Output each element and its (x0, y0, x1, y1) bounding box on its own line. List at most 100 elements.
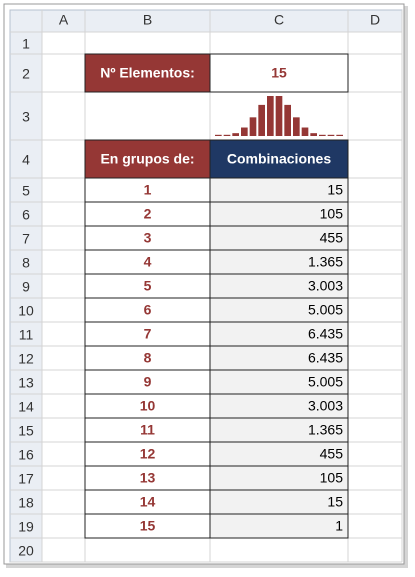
value-cell (209, 225, 349, 251)
header-text: Combinaciones (227, 151, 331, 167)
sparkline-bar (327, 134, 335, 136)
elements-label-cell (84, 53, 211, 93)
group-cell (84, 225, 211, 251)
group-cell (84, 201, 211, 227)
sparkline-bar (310, 133, 317, 136)
value-cell (209, 513, 349, 539)
group-cell (84, 249, 211, 275)
row-header: 20 (18, 543, 34, 559)
row-header: 12 (18, 351, 34, 367)
value-text: 105 (320, 470, 344, 486)
value-text: 5.005 (308, 302, 343, 318)
value-text: 15 (327, 494, 343, 510)
value-text: 105 (320, 206, 344, 222)
group-text: 9 (144, 374, 152, 390)
value-text: 15 (327, 182, 343, 198)
value-cell (209, 465, 349, 491)
group-cell (84, 393, 211, 419)
group-text: 14 (140, 494, 156, 510)
value-cell (209, 417, 349, 443)
group-cell (84, 321, 211, 347)
sparkline-bar (284, 104, 291, 136)
group-text: 11 (140, 422, 155, 438)
elements-value-cell (209, 53, 349, 93)
sparkline-bar (258, 104, 265, 136)
sparkline-bar (293, 117, 300, 136)
row-header: 9 (22, 279, 30, 295)
group-text: 10 (140, 398, 156, 414)
sparkline-bar (275, 96, 283, 136)
sparkline-bar (241, 127, 248, 136)
row-header: 1 (22, 36, 30, 52)
group-cell (84, 369, 211, 395)
value-cell (209, 369, 349, 395)
group-text: 15 (140, 518, 156, 534)
value-text: 5.005 (308, 374, 343, 390)
group-text: 7 (144, 326, 152, 342)
value-text: 455 (320, 230, 344, 246)
value-cell (209, 321, 349, 347)
column-header: D (370, 12, 380, 28)
row-header: 6 (22, 207, 30, 223)
value-text: 455 (320, 446, 344, 462)
value-text: 1.365 (308, 254, 343, 270)
header-cell (209, 139, 349, 179)
row-header: 10 (18, 303, 34, 319)
group-text: 5 (144, 278, 152, 294)
sparkline-bar (223, 134, 231, 136)
row-header: 14 (18, 399, 34, 415)
value-text: 1.365 (308, 422, 343, 438)
row-header: 18 (18, 495, 34, 511)
row-header: 8 (22, 255, 30, 271)
group-cell (84, 273, 211, 299)
row-header: 4 (22, 152, 30, 168)
value-text: 6.435 (308, 350, 343, 366)
value-cell (209, 489, 349, 515)
row-header: 2 (22, 66, 30, 82)
group-cell (84, 297, 211, 323)
row-header: 15 (18, 423, 34, 439)
value-text: 3.003 (308, 278, 343, 294)
value-cell (209, 345, 349, 371)
value-cell (209, 273, 349, 299)
value-cell (209, 441, 349, 467)
value-text: 3.003 (308, 398, 343, 414)
sparkline-bar (232, 133, 239, 136)
column-header: A (59, 12, 69, 28)
value-text: 1 (335, 518, 343, 534)
column-header: B (143, 12, 152, 28)
row-header: 5 (22, 183, 30, 199)
elements-label: Nº Elementos: (100, 65, 195, 81)
group-text: 13 (140, 470, 156, 486)
sparkline-bar (249, 117, 257, 136)
value-cell (209, 249, 349, 275)
row-header: 13 (18, 375, 34, 391)
row-header: 17 (18, 471, 34, 487)
row-header: 11 (19, 327, 34, 343)
group-text: 12 (140, 446, 156, 462)
sparkline-bar (215, 134, 222, 136)
value-cell (209, 201, 349, 227)
elements-value: 15 (271, 65, 287, 81)
sparkline-bar (267, 96, 274, 136)
sparkline-bar (319, 134, 326, 136)
row-header: 16 (18, 447, 34, 463)
value-cell (209, 393, 349, 419)
sparkline-bar (336, 134, 343, 136)
group-cell (84, 177, 211, 203)
header-text: En grupos de: (100, 151, 194, 167)
group-text: 4 (144, 254, 152, 270)
group-text: 1 (144, 182, 152, 198)
row-header: 7 (22, 231, 30, 247)
value-text: 6.435 (308, 326, 343, 342)
group-text: 8 (144, 350, 152, 366)
group-text: 2 (144, 206, 152, 222)
group-text: 3 (144, 230, 152, 246)
column-header: C (274, 12, 284, 28)
group-cell (84, 513, 211, 539)
row-header: 3 (22, 109, 30, 125)
row-header: 19 (18, 519, 34, 535)
group-text: 6 (144, 302, 152, 318)
value-cell (209, 297, 349, 323)
